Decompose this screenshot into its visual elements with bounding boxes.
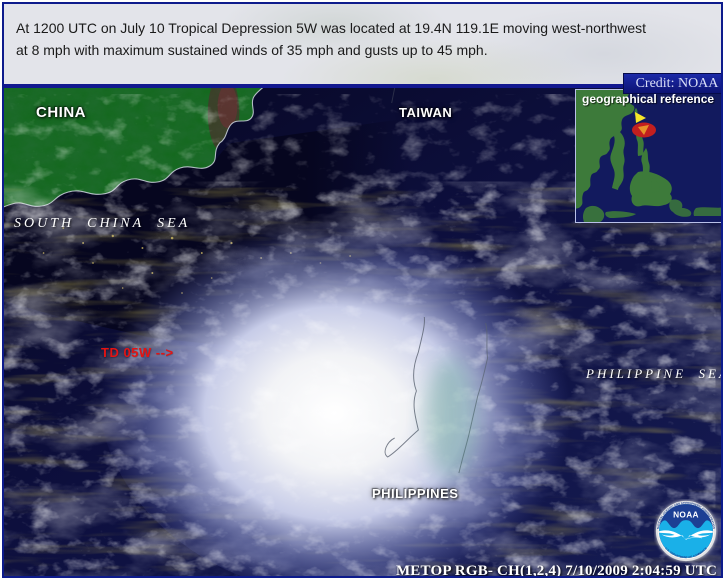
svg-text:NOAA: NOAA	[673, 510, 699, 520]
